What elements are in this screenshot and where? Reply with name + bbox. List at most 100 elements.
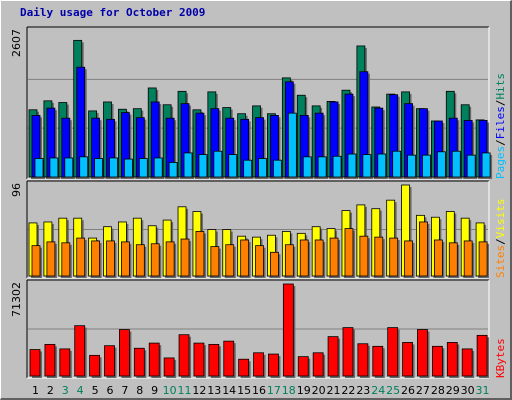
bar-pages-day-6 [109, 157, 118, 178]
x-tick-label: 22 [341, 384, 355, 397]
x-tick-label: 21 [327, 384, 341, 397]
bar-kbytes-day-8 [133, 347, 145, 377]
bar-sites-day-24 [374, 236, 384, 277]
x-tick-label: 11 [177, 384, 191, 397]
bar-kbytes-day-26 [402, 342, 413, 377]
bar-sites-day-11 [180, 238, 190, 277]
panel-2-legend: Sites/Visits [494, 199, 507, 279]
bar-kbytes-day-9 [148, 342, 160, 377]
bar-pages-day-8 [138, 158, 148, 178]
bar-kbytes-day-4 [74, 325, 86, 377]
bar-sites-day-7 [121, 241, 130, 277]
bar-kbytes-day-12 [193, 342, 205, 377]
bar-kbytes-day-3 [59, 348, 71, 377]
panel-2-legend-item: Visits [494, 199, 507, 239]
panel-3-legend: KBytes [494, 338, 507, 378]
bar-pages-day-7 [124, 158, 133, 178]
bar-kbytes-day-11 [178, 334, 190, 377]
x-tick-label: 8 [136, 384, 143, 397]
bar-pages-day-24 [377, 153, 387, 178]
bar-pages-day-19 [302, 156, 312, 178]
bar-kbytes-day-5 [89, 354, 101, 377]
bar-kbytes-day-25 [387, 327, 399, 377]
bar-kbytes-day-31 [476, 334, 488, 377]
x-tick-label: 15 [237, 384, 251, 397]
bar-sites-day-27 [419, 221, 428, 277]
bar-kbytes-day-18 [282, 283, 294, 377]
bar-pages-day-1 [34, 158, 44, 178]
bar-pages-day-10 [168, 162, 178, 178]
x-tick-label: 3 [62, 384, 69, 397]
x-tick-label: 23 [356, 384, 370, 397]
bar-kbytes-day-17 [268, 353, 279, 377]
bar-sites-day-28 [433, 239, 443, 277]
bar-sites-day-3 [61, 242, 71, 277]
bar-pages-day-15 [243, 159, 253, 178]
x-tick-label: 6 [106, 384, 113, 397]
bar-kbytes-day-1 [29, 349, 41, 377]
bar-sites-day-23 [359, 235, 369, 277]
panel-3-ymax-label: 71302 [10, 282, 23, 317]
x-tick-label: 29 [446, 384, 460, 397]
bar-pages-day-31 [481, 152, 491, 178]
bar-pages-day-12 [198, 154, 208, 178]
bar-kbytes-day-13 [208, 343, 220, 377]
x-tick-label: 25 [386, 384, 400, 397]
bar-sites-day-15 [240, 239, 250, 277]
bar-sites-day-9 [150, 243, 160, 277]
bar-kbytes-day-14 [223, 340, 235, 377]
bar-pages-day-18 [287, 112, 297, 178]
bar-sites-day-25 [389, 237, 399, 277]
x-tick-label: 14 [222, 384, 236, 397]
bar-sites-day-1 [31, 245, 41, 277]
bar-kbytes-day-19 [297, 356, 309, 377]
panel-3-legend-item: KBytes [494, 338, 507, 378]
panel-1-legend-item: / [494, 100, 507, 107]
bar-sites-day-10 [165, 241, 175, 277]
bar-kbytes-day-15 [238, 358, 250, 377]
bar-pages-day-5 [94, 158, 104, 178]
x-tick-label: 10 [163, 384, 177, 397]
bar-sites-day-18 [284, 244, 294, 277]
bar-pages-day-21 [332, 155, 342, 178]
x-tick-label: 13 [207, 384, 221, 397]
bar-kbytes-day-7 [119, 329, 130, 377]
x-tick-label: 20 [312, 384, 326, 397]
x-tick-label: 28 [431, 384, 445, 397]
x-tick-label: 19 [297, 384, 311, 397]
bar-pages-day-27 [422, 154, 431, 178]
bar-sites-day-6 [106, 240, 115, 277]
bar-pages-day-16 [258, 158, 267, 178]
bar-pages-day-23 [362, 154, 372, 178]
x-tick-label: 9 [151, 384, 158, 397]
x-tick-label: 5 [92, 384, 99, 397]
bar-pages-day-28 [436, 151, 446, 178]
bar-sites-day-5 [91, 240, 101, 277]
bar-pages-day-2 [49, 157, 59, 178]
x-tick-label: 12 [192, 384, 206, 397]
bar-sites-day-21 [329, 237, 339, 277]
bar-pages-day-13 [213, 150, 223, 178]
bar-kbytes-day-10 [163, 357, 175, 377]
panel-1-legend-item: Files [494, 106, 507, 139]
bar-sites-day-8 [135, 244, 145, 277]
bar-kbytes-day-20 [312, 352, 324, 377]
bar-pages-day-26 [407, 154, 416, 178]
bar-sites-day-22 [344, 228, 354, 277]
bar-kbytes-day-6 [104, 345, 115, 377]
bar-kbytes-day-27 [417, 329, 428, 377]
bar-pages-day-9 [153, 157, 163, 178]
panel-1-legend-item: Pages [494, 146, 507, 179]
bar-sites-day-17 [270, 251, 279, 277]
bar-pages-day-11 [183, 152, 193, 178]
bar-pages-day-22 [347, 153, 357, 178]
bar-kbytes-day-29 [446, 342, 458, 377]
x-tick-label: 2 [47, 384, 54, 397]
bar-pages-day-3 [64, 157, 74, 178]
x-tick-label: 17 [267, 384, 281, 397]
bar-sites-day-4 [76, 237, 86, 277]
bar-sites-day-12 [195, 231, 205, 277]
x-tick-label: 27 [416, 384, 430, 397]
